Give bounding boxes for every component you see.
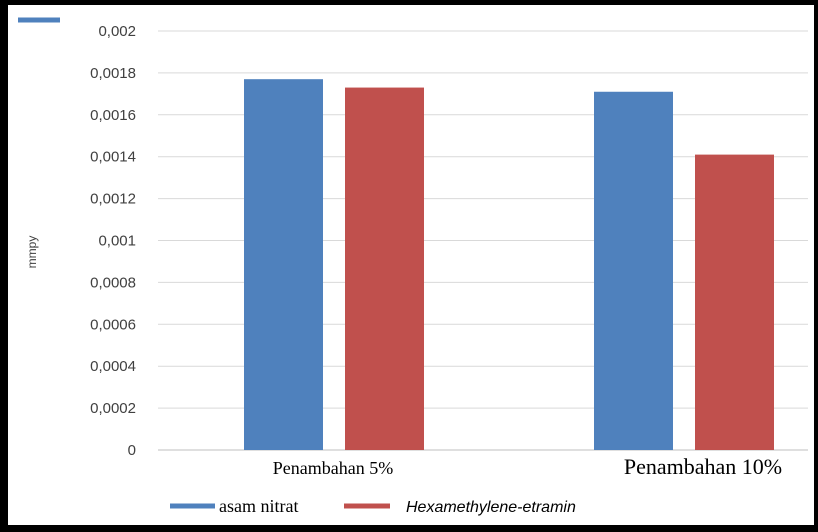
legend-label-hexamethylene: Hexamethylene-etramin (406, 499, 576, 516)
bar-hexamethylene-1 (345, 87, 424, 450)
y-tick-label: 0,0006 (90, 316, 136, 333)
y-tick-label: 0,002 (98, 23, 136, 40)
x-axis-categories: Penambahan 5% Penambahan 10% (273, 454, 782, 479)
y-tick-label: 0,0016 (90, 107, 136, 124)
y-tick-label: 0,0018 (90, 65, 136, 82)
y-tick-label: 0,0004 (90, 358, 136, 375)
y-tick-label: 0,0002 (90, 400, 136, 417)
bar-hexamethylene-2 (695, 154, 774, 451)
y-tick-label: 0,0008 (90, 274, 136, 291)
y-axis-label: mmpy (25, 236, 39, 269)
y-tick-label: 0,0014 (90, 149, 136, 166)
legend-label-asam-nitrat: asam nitrat (219, 496, 298, 516)
bars (244, 79, 774, 451)
y-tick-label: 0,0012 (90, 191, 136, 208)
x-category-label: Penambahan 10% (624, 454, 782, 479)
legend: asam nitrat Hexamethylene-etramin (170, 496, 576, 516)
x-category-label: Penambahan 5% (273, 458, 393, 478)
y-axis-ticks: 0 0,0002 0,0004 0,0006 0,0008 0,001 0,0012 0,00… (90, 23, 136, 459)
y-tick-label: 0 (128, 442, 136, 459)
y-tick-label: 0,001 (98, 233, 136, 250)
bar-asam-nitrat-2 (594, 91, 673, 450)
bar-asam-nitrat-1 (244, 79, 323, 450)
